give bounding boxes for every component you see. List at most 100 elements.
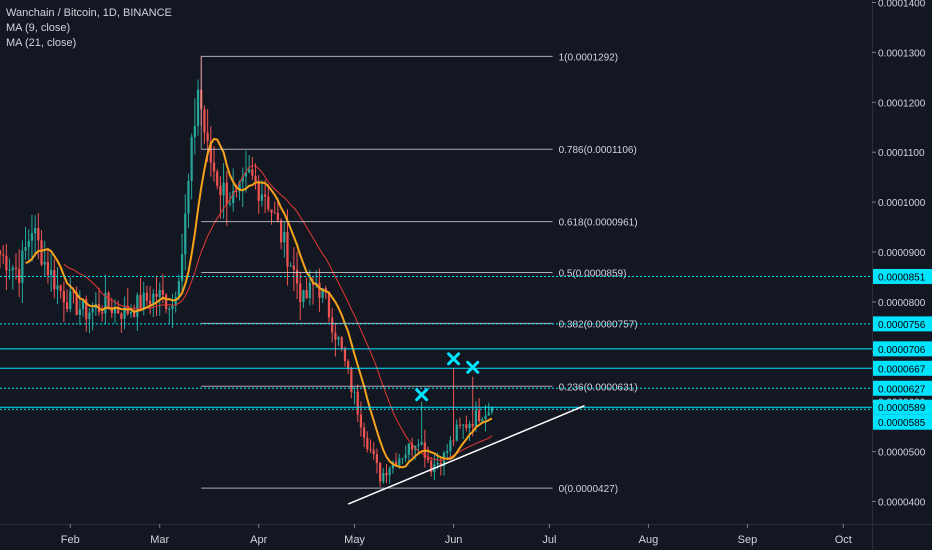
ma21-legend: MA (21, close): [6, 37, 77, 49]
candle-body: [356, 391, 359, 415]
candle-body: [382, 472, 385, 482]
price-tick-label: 0.0001300: [878, 48, 926, 59]
candle-body: [209, 141, 212, 163]
candle-body: [398, 458, 401, 466]
candle-body: [158, 290, 161, 297]
price-marker-bg: [873, 380, 932, 396]
candle-body: [289, 265, 292, 267]
price-tick-label: 0.0001200: [878, 98, 926, 109]
candle-body: [340, 337, 343, 349]
candle-body: [375, 454, 379, 464]
price-marker-label: 0.0000756: [878, 320, 926, 331]
ma9-line: [25, 137, 493, 469]
candle-body: [59, 285, 62, 292]
candle-body: [235, 191, 238, 193]
candle-body: [302, 290, 305, 303]
candle-body: [257, 181, 260, 201]
candle-body: [471, 424, 474, 427]
candle-body: [347, 361, 350, 369]
price-tick-label: 0.0000800: [878, 298, 926, 309]
candle-body: [363, 427, 366, 438]
price-marker-label: 0.0000851: [878, 272, 926, 283]
candle-body: [171, 305, 174, 310]
time-tick-label: Jul: [542, 534, 556, 546]
candle-body: [228, 203, 232, 205]
candle-body: [254, 175, 257, 182]
x-marker: [466, 360, 480, 374]
price-marker-bg: [873, 316, 932, 332]
candle-body: [260, 194, 264, 201]
fib-level-label: 0(0.0000427): [559, 484, 619, 495]
candle-body: [113, 307, 117, 314]
candle-body: [104, 292, 107, 314]
candle-body: [410, 443, 414, 450]
candle-body: [139, 295, 142, 310]
candle-body: [369, 449, 372, 451]
candle-body: [8, 269, 11, 271]
x-marker: [447, 352, 461, 366]
candle-body: [366, 437, 369, 450]
candle-body: [478, 410, 481, 422]
candle-body: [385, 472, 388, 476]
chart-legend: Wanchain / Bitcoin, 1D, BINANCE MA (9, c…: [6, 6, 172, 51]
price-tick-label: 0.0000400: [878, 498, 926, 509]
candle-body: [449, 440, 452, 452]
candle-body: [426, 457, 430, 461]
candle-body: [462, 424, 465, 426]
candle-body: [468, 424, 471, 429]
candle-body: [161, 290, 165, 295]
price-marker-bg: [873, 341, 932, 357]
candle-body: [308, 282, 311, 298]
x-marker: [415, 388, 429, 402]
time-tick-label: May: [344, 534, 365, 546]
ma9-legend: MA (9, close): [6, 22, 71, 34]
price-marker-bg: [873, 268, 932, 284]
price-marker-bg: [873, 414, 932, 430]
candle-body: [452, 440, 455, 442]
candle-body: [30, 233, 34, 241]
candle-body: [337, 337, 340, 340]
candle-body: [458, 424, 462, 426]
candle-body: [187, 180, 190, 214]
candle-body: [190, 137, 193, 181]
candle-body: [180, 254, 184, 282]
price-marker-bg: [873, 399, 932, 415]
candle-body: [37, 227, 40, 241]
candle-body: [219, 185, 222, 196]
price-tick-label: 0.0001000: [878, 198, 926, 209]
time-tick-label: Mar: [150, 534, 169, 546]
price-tick-label: 0.0001400: [878, 0, 926, 9]
candle-body: [117, 307, 120, 314]
candle-body: [388, 468, 391, 476]
candle-body: [270, 209, 273, 213]
fib-level-label: 0.382(0.0000757): [559, 319, 638, 330]
candle-body: [286, 232, 289, 267]
candle-body: [133, 312, 136, 317]
candle-body: [225, 182, 228, 205]
candle-body: [177, 281, 180, 298]
candle-body: [53, 270, 56, 290]
candle-body: [490, 407, 494, 413]
candle-body: [216, 171, 219, 186]
candle-body: [481, 419, 484, 422]
candle-body: [81, 299, 85, 310]
candle-body: [142, 292, 145, 310]
candle-body: [136, 295, 139, 317]
candle-body: [465, 424, 468, 429]
candle-body: [474, 410, 478, 427]
fib-level-label: 1(0.0001292): [559, 52, 619, 63]
candle-body: [149, 300, 152, 305]
price-marker-label: 0.0000589: [878, 403, 926, 414]
price-tick-label: 0.0001100: [878, 148, 925, 159]
price-marker-label: 0.0000706: [878, 345, 926, 356]
candle-body: [311, 282, 315, 285]
candle-body: [417, 444, 420, 446]
candle-body: [394, 461, 398, 466]
time-tick-label: Apr: [250, 534, 267, 546]
candle-body: [164, 294, 168, 310]
candle-body: [123, 305, 126, 319]
candle-body: [11, 267, 14, 270]
candle-body: [72, 291, 75, 293]
candle-body: [193, 125, 196, 138]
